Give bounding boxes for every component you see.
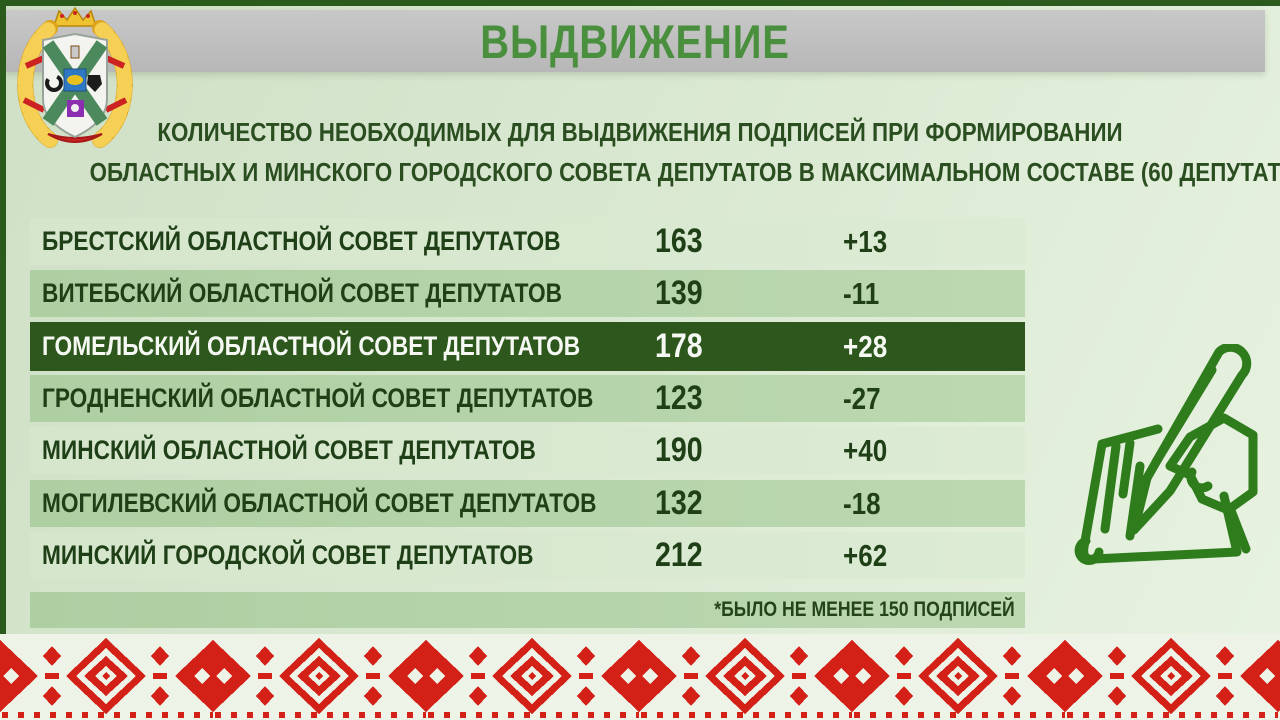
council-name: МИНСКИЙ ГОРОДСКОЙ СОВЕТ ДЕПУТАТОВ <box>42 540 534 570</box>
footnote-text: *БЫЛО НЕ МЕНЕЕ 150 ПОДПИСЕЙ <box>714 598 1015 621</box>
table-row-minsk-oblast: МИНСКИЙ ОБЛАСТНОЙ СОВЕТ ДЕПУТАТОВ 190 +4… <box>30 427 1025 474</box>
signatures-delta: +40 <box>843 433 888 468</box>
signatures-delta: -27 <box>843 381 881 416</box>
table-row-minsk-city: МИНСКИЙ ГОРОДСКОЙ СОВЕТ ДЕПУТАТОВ 212 +6… <box>30 532 1025 579</box>
table-row-gomel-highlighted: ГОМЕЛЬСКИЙ ОБЛАСТНОЙ СОВЕТ ДЕПУТАТОВ 178… <box>30 322 1025 371</box>
signatures-count: 139 <box>655 274 703 312</box>
table-row-vitebsk: ВИТЕБСКИЙ ОБЛАСТНОЙ СОВЕТ ДЕПУТАТОВ 139 … <box>30 270 1025 317</box>
council-name: ГРОДНЕНСКИЙ ОБЛАСТНОЙ СОВЕТ ДЕПУТАТОВ <box>42 383 594 413</box>
signatures-count: 132 <box>655 484 703 522</box>
left-border <box>0 0 6 634</box>
subtitle-line-1: КОЛИЧЕСТВО НЕОБХОДИМЫХ ДЛЯ ВЫДВИЖЕНИЯ ПО… <box>157 117 1123 147</box>
coat-of-arms-icon <box>10 4 140 149</box>
signatures-delta: +13 <box>843 224 888 259</box>
signatures-delta: -18 <box>843 486 881 521</box>
signatures-count: 212 <box>655 536 703 574</box>
council-name: БРЕСТСКИЙ ОБЛАСТНОЙ СОВЕТ ДЕПУТАТОВ <box>42 226 561 256</box>
table-row-brest: БРЕСТСКИЙ ОБЛАСТНОЙ СОВЕТ ДЕПУТАТОВ 163 … <box>30 218 1025 265</box>
top-border <box>0 0 1280 6</box>
signatures-count: 163 <box>655 222 703 260</box>
belarusian-ornament-strip <box>0 634 1280 720</box>
signatures-delta: +28 <box>843 329 888 364</box>
footnote-band: *БЫЛО НЕ МЕНЕЕ 150 ПОДПИСЕЙ <box>30 592 1025 628</box>
title-bar: ВЫДВИЖЕНИЕ <box>5 10 1265 72</box>
signatures-count: 190 <box>655 431 703 469</box>
council-name: ВИТЕБСКИЙ ОБЛАСТНОЙ СОВЕТ ДЕПУТАТОВ <box>42 278 562 308</box>
hand-signing-pen-icon <box>1072 342 1262 574</box>
signatures-delta: -11 <box>843 276 880 311</box>
table-row-mogilev: МОГИЛЕВСКИЙ ОБЛАСТНОЙ СОВЕТ ДЕПУТАТОВ 13… <box>30 480 1025 527</box>
council-name: ГОМЕЛЬСКИЙ ОБЛАСТНОЙ СОВЕТ ДЕПУТАТОВ <box>42 331 581 361</box>
subtitle-line-2: ОБЛАСТНЫХ И МИНСКОГО ГОРОДСКОГО СОВЕТА Д… <box>89 157 1280 187</box>
page-title: ВЫДВИЖЕНИЕ <box>480 14 790 68</box>
signatures-count: 123 <box>655 379 703 417</box>
table-row-grodno: ГРОДНЕНСКИЙ ОБЛАСТНОЙ СОВЕТ ДЕПУТАТОВ 12… <box>30 375 1025 422</box>
council-name: МИНСКИЙ ОБЛАСТНОЙ СОВЕТ ДЕПУТАТОВ <box>42 435 536 465</box>
signatures-count: 178 <box>655 327 703 365</box>
council-name: МОГИЛЕВСКИЙ ОБЛАСТНОЙ СОВЕТ ДЕПУТАТОВ <box>42 488 597 518</box>
signatures-delta: +62 <box>843 538 888 573</box>
subtitle: КОЛИЧЕСТВО НЕОБХОДИМЫХ ДЛЯ ВЫДВИЖЕНИЯ ПО… <box>0 112 1280 192</box>
